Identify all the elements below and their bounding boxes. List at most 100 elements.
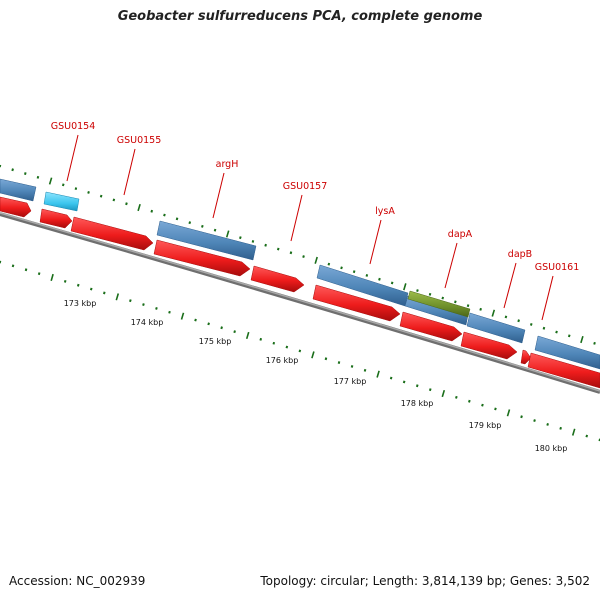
- callout-argh: [212, 172, 225, 219]
- upper-track-minor-tick: [466, 304, 470, 308]
- scale-label: 178 kbp: [401, 399, 434, 408]
- forward-strand-track: [0, 178, 600, 370]
- reverse-strand-track: [0, 196, 600, 389]
- upper-track-minor-tick: [201, 224, 204, 228]
- reverse-cds-argh[interactable]: [153, 239, 251, 277]
- reverse-cds-lysa[interactable]: [312, 284, 401, 322]
- callout-dapa: [444, 242, 458, 289]
- upper-track-minor-tick: [163, 213, 166, 217]
- forward-cds-dapb[interactable]: [466, 312, 526, 344]
- reverse-cds-gsu0157[interactable]: [250, 265, 305, 293]
- upper-track-major-tick: [48, 177, 53, 185]
- gene-label-gsu0155: GSU0155: [117, 135, 162, 146]
- upper-track-minor-tick: [251, 240, 255, 243]
- scale-label: 179 kbp: [469, 421, 502, 430]
- upper-track-minor-tick: [416, 289, 419, 292]
- scale-track-minor-tick: [402, 380, 406, 384]
- forward-cds-left-edge[interactable]: [0, 178, 37, 202]
- scale-label: 177 kbp: [334, 377, 367, 386]
- scale-track-minor-tick: [546, 423, 549, 426]
- scale-track-major-tick: [376, 370, 380, 378]
- callout-gsu0154: [66, 134, 79, 182]
- scale-track-major-tick: [50, 273, 54, 282]
- upper-track-minor-tick: [99, 194, 103, 198]
- genome-stats-label: Topology: circular; Length: 3,814,139 bp…: [260, 574, 590, 588]
- scale-track-minor-tick: [24, 268, 28, 272]
- scale-track-minor-tick: [233, 330, 236, 334]
- scale-track-minor-tick: [494, 407, 497, 411]
- upper-track-minor-tick: [239, 236, 242, 240]
- gene-label-dapb: dapB: [508, 249, 532, 260]
- upper-track-minor-tick: [175, 217, 179, 221]
- gene-label-dapa: dapA: [448, 229, 473, 240]
- scale-track-minor-tick: [298, 349, 302, 353]
- scale-track-minor-tick: [259, 337, 263, 341]
- callout-gsu0155: [123, 148, 136, 196]
- backbone-line: [0, 212, 600, 394]
- accession-label: Accession: NC_002939: [9, 574, 146, 588]
- forward-cds-argh[interactable]: [156, 220, 257, 261]
- scale-track-minor-tick: [11, 264, 15, 268]
- upper-track-minor-tick: [125, 202, 128, 206]
- reverse-cds-gsu0161[interactable]: [527, 352, 600, 389]
- reverse-cds-dapb[interactable]: [460, 331, 518, 360]
- upper-track-minor-tick: [517, 319, 520, 323]
- upper-track-minor-tick: [529, 323, 533, 326]
- upper-track-minor-tick: [593, 341, 596, 345]
- scale-track-minor-tick: [585, 434, 589, 438]
- upper-track-major-tick: [137, 203, 141, 212]
- scale-track-major-tick: [180, 312, 185, 320]
- upper-track-minor-tick: [441, 296, 445, 300]
- scale-track-major-tick: [571, 428, 576, 436]
- scale-track-minor-tick: [533, 419, 536, 422]
- upper-track-minor-tick: [555, 330, 558, 334]
- upper-track-major-tick: [580, 335, 584, 344]
- scale-tick-track: [0, 260, 600, 442]
- upper-track-minor-tick: [61, 183, 65, 187]
- upper-tick-track: [0, 164, 596, 345]
- upper-track-minor-tick: [24, 172, 27, 175]
- scale-track-major-tick: [245, 331, 250, 340]
- reverse-cds-gsu0154[interactable]: [39, 208, 73, 229]
- scale-track-major-tick: [311, 351, 315, 359]
- scale-track-minor-tick: [155, 307, 158, 310]
- gene-label-gsu0161: GSU0161: [535, 262, 580, 273]
- forward-cds-gsu0154[interactable]: [43, 191, 80, 212]
- reverse-cds-gsu0155[interactable]: [70, 216, 154, 251]
- scale-track-major-tick: [506, 409, 511, 417]
- forward-rna-dapa[interactable]: [407, 290, 471, 318]
- scale-track-minor-tick: [194, 318, 197, 322]
- upper-track-major-tick: [403, 283, 407, 291]
- upper-track-minor-tick: [542, 326, 546, 330]
- scale-track-minor-tick: [285, 345, 289, 349]
- upper-track-minor-tick: [454, 300, 457, 304]
- scale-track-minor-tick: [559, 426, 562, 430]
- upper-track-minor-tick: [302, 255, 305, 258]
- scale-track-minor-tick: [520, 415, 523, 419]
- forward-cds-gsu0161[interactable]: [534, 335, 600, 370]
- callout-gsu0161: [541, 275, 554, 321]
- scale-track-minor-tick: [481, 403, 484, 407]
- callout-gsu0157: [290, 194, 303, 242]
- upper-track-minor-tick: [11, 168, 14, 172]
- scale-label: 176 kbp: [266, 356, 299, 365]
- upper-track-minor-tick: [479, 307, 482, 311]
- scale-track-minor-tick: [350, 365, 354, 368]
- upper-track-minor-tick: [112, 198, 116, 202]
- upper-track-minor-tick: [390, 281, 394, 285]
- reverse-cds-small[interactable]: [520, 349, 532, 365]
- upper-track-major-tick: [491, 309, 496, 317]
- map-title: Geobacter sulfurreducens PCA, complete g…: [117, 9, 483, 24]
- scale-track-minor-tick: [142, 303, 145, 306]
- scale-track-minor-tick: [37, 272, 41, 276]
- callout-lysa: [369, 219, 382, 265]
- scale-track-minor-tick: [207, 322, 210, 326]
- reverse-cds-left-edge[interactable]: [0, 196, 32, 218]
- scale-track-minor-tick: [415, 384, 419, 388]
- reverse-cds-dapa[interactable]: [399, 311, 463, 342]
- upper-track-minor-tick: [150, 209, 154, 213]
- scale-track-minor-tick: [220, 326, 223, 330]
- upper-track-minor-tick: [87, 191, 90, 194]
- upper-track-minor-tick: [340, 266, 343, 270]
